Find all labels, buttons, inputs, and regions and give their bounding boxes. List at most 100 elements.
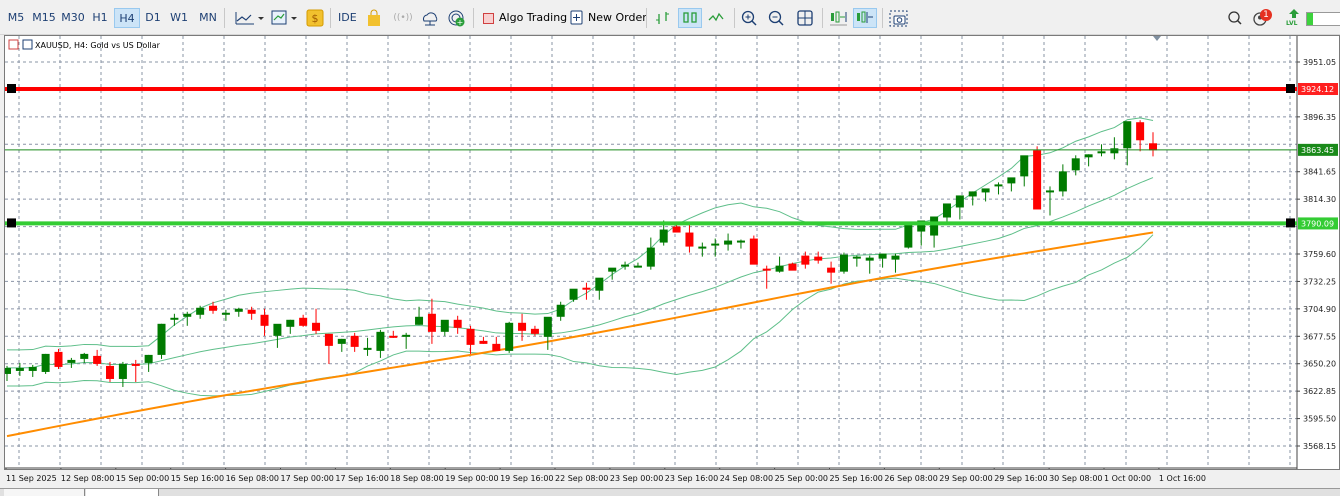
bull-candle[interactable] bbox=[543, 316, 552, 337]
bull-candle[interactable] bbox=[917, 220, 926, 232]
subscribe-button[interactable]: + bbox=[447, 8, 467, 28]
line-chart-button[interactable] bbox=[706, 8, 728, 28]
bear-candle[interactable] bbox=[1136, 122, 1145, 141]
bull-candle[interactable] bbox=[904, 223, 913, 248]
notifications-button[interactable]: 1 bbox=[1252, 8, 1274, 28]
bull-candle[interactable] bbox=[1071, 158, 1080, 171]
bull-candle[interactable] bbox=[234, 308, 243, 312]
bull-candle[interactable] bbox=[621, 264, 630, 267]
ide-button[interactable]: IDE bbox=[338, 11, 357, 24]
bull-candle[interactable] bbox=[955, 195, 964, 208]
bear-candle[interactable] bbox=[106, 365, 115, 379]
bear-candle[interactable] bbox=[530, 328, 539, 334]
vps-button[interactable] bbox=[420, 8, 440, 28]
bull-candle[interactable] bbox=[440, 319, 449, 332]
bull-candle[interactable] bbox=[286, 319, 295, 327]
market-button[interactable]: $ bbox=[306, 8, 324, 28]
timeframe-d1[interactable]: D1 bbox=[145, 11, 161, 24]
bear-candle[interactable] bbox=[466, 328, 475, 345]
bull-candle[interactable] bbox=[569, 288, 578, 300]
timeframe-m30[interactable]: M30 bbox=[61, 11, 85, 24]
timeframe-h4[interactable]: H4 bbox=[114, 8, 140, 28]
bull-candle[interactable] bbox=[1097, 151, 1106, 154]
bull-candle[interactable] bbox=[337, 338, 346, 344]
bull-candle[interactable] bbox=[402, 334, 411, 337]
bull-candle[interactable] bbox=[930, 216, 939, 236]
bear-candle[interactable] bbox=[479, 340, 488, 344]
bear-candle[interactable] bbox=[518, 322, 527, 331]
timeframe-h1[interactable]: H1 bbox=[92, 11, 108, 24]
bull-candle[interactable] bbox=[646, 247, 655, 267]
bull-candle[interactable] bbox=[28, 366, 37, 371]
bull-candle[interactable] bbox=[659, 229, 668, 243]
bull-candle[interactable] bbox=[415, 316, 424, 325]
bear-candle[interactable] bbox=[247, 309, 256, 314]
bar-chart-button[interactable] bbox=[652, 8, 674, 28]
bull-candle[interactable] bbox=[376, 331, 385, 351]
bull-candle[interactable] bbox=[595, 277, 604, 291]
bull-candle[interactable] bbox=[144, 354, 153, 363]
bull-candle[interactable] bbox=[633, 265, 642, 268]
chart-window[interactable]: 3951.05 3896.35 3841.65 3814.30 3759.60 3732.… bbox=[3, 35, 1340, 473]
bear-candle[interactable] bbox=[54, 351, 63, 367]
bull-candle[interactable] bbox=[1045, 190, 1054, 193]
bull-candle[interactable] bbox=[711, 243, 720, 246]
auto-scroll-button[interactable] bbox=[828, 8, 850, 28]
bull-candle[interactable] bbox=[183, 313, 192, 317]
bull-candle[interactable] bbox=[1123, 121, 1132, 149]
bear-candle[interactable] bbox=[762, 268, 771, 271]
bear-candle[interactable] bbox=[350, 335, 359, 347]
timeframe-w1[interactable]: W1 bbox=[170, 11, 188, 24]
signals-button[interactable]: ((•)) bbox=[392, 8, 414, 28]
bear-candle[interactable] bbox=[131, 363, 140, 366]
bear-candle[interactable] bbox=[312, 322, 321, 331]
bull-candle[interactable] bbox=[1110, 148, 1119, 154]
bull-candle[interactable] bbox=[839, 254, 848, 272]
bear-candle[interactable] bbox=[1033, 150, 1042, 210]
bear-candle[interactable] bbox=[389, 335, 398, 338]
support-line-handle-right[interactable] bbox=[1286, 218, 1295, 228]
bear-candle[interactable] bbox=[801, 255, 810, 265]
bear-candle[interactable] bbox=[672, 226, 681, 233]
timeframe-mn[interactable]: MN bbox=[199, 11, 217, 24]
chart-tab[interactable] bbox=[4, 489, 85, 496]
bear-candle[interactable] bbox=[492, 343, 501, 351]
chart-shift-button[interactable] bbox=[853, 8, 877, 28]
chart-tabs-bar[interactable] bbox=[0, 488, 1340, 496]
bull-candle[interactable] bbox=[273, 323, 282, 336]
bear-candle[interactable] bbox=[814, 256, 823, 261]
bear-candle[interactable] bbox=[685, 232, 694, 247]
bull-candle[interactable] bbox=[80, 353, 89, 359]
zoom-in-button[interactable] bbox=[740, 8, 760, 28]
bull-candle[interactable] bbox=[852, 256, 861, 259]
tile-windows-button[interactable] bbox=[794, 8, 816, 28]
bull-candle[interactable] bbox=[67, 359, 76, 363]
bear-candle[interactable] bbox=[453, 319, 462, 328]
bear-candle[interactable] bbox=[788, 263, 797, 271]
bear-candle[interactable] bbox=[427, 313, 436, 332]
bull-candle[interactable] bbox=[724, 240, 733, 245]
bull-candle[interactable] bbox=[3, 367, 11, 374]
bull-candle[interactable] bbox=[1007, 177, 1016, 184]
bull-candle[interactable] bbox=[170, 317, 179, 320]
bull-candle[interactable] bbox=[41, 353, 50, 372]
bull-candle[interactable] bbox=[968, 191, 977, 197]
timeframe-m5[interactable]: M5 bbox=[7, 11, 25, 24]
bull-candle[interactable] bbox=[865, 257, 874, 261]
chart-tab-active[interactable] bbox=[86, 489, 159, 496]
indicators-dropdown[interactable] bbox=[270, 8, 300, 28]
bull-candle[interactable] bbox=[221, 312, 230, 315]
bull-candle[interactable] bbox=[736, 240, 745, 243]
resistance-line-handle-right[interactable] bbox=[1286, 84, 1295, 94]
timeframe-m15[interactable]: M15 bbox=[32, 11, 56, 24]
bear-candle[interactable] bbox=[299, 317, 308, 326]
bull-candle[interactable] bbox=[1020, 155, 1029, 177]
search-button[interactable] bbox=[1226, 8, 1244, 28]
bull-candle[interactable] bbox=[942, 203, 951, 218]
bear-candle[interactable] bbox=[93, 355, 102, 364]
chart-shift-marker[interactable] bbox=[1153, 36, 1161, 41]
bull-candle[interactable] bbox=[981, 188, 990, 193]
bull-candle[interactable] bbox=[994, 184, 1003, 187]
candlestick-button[interactable] bbox=[678, 8, 702, 28]
bull-candle[interactable] bbox=[556, 304, 565, 317]
